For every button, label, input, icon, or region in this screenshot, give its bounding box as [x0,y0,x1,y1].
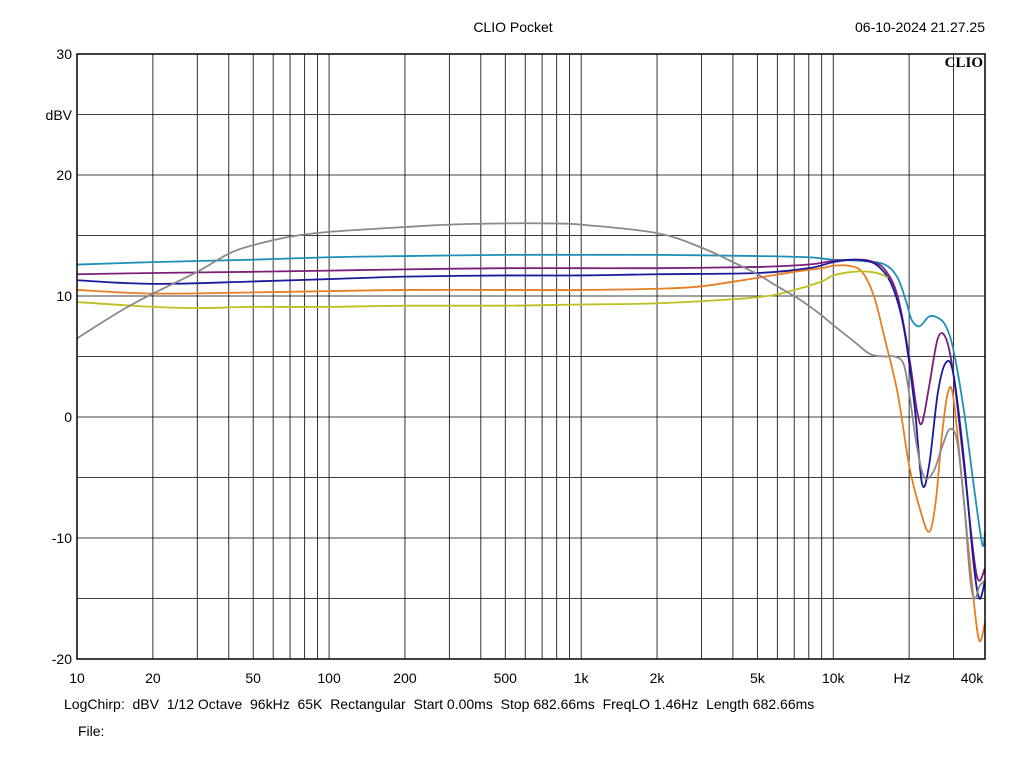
y-axis-unit-label: dBV [46,107,73,123]
series-line-1 [76,253,986,547]
y-tick-labels: 30 20 10 0 -10 -20 [52,46,72,667]
y-tick-label: 10 [56,288,72,304]
series-line-2 [76,258,986,582]
x-tick-label: 200 [393,670,417,686]
y-tick-label: -10 [52,530,72,546]
y-tick-label: -20 [52,651,72,667]
app-title: CLIO Pocket [473,19,552,35]
x-tick-label: 10k [822,670,846,686]
y-tick-label: 30 [56,46,72,62]
size-setting: 65K [297,696,323,712]
smoothing-setting: 1/12 Octave [166,696,243,712]
measurement-settings-bar: LogChirp: dBV 1/12 Octave 96kHz 65K Rect… [64,696,814,712]
plot-frame [76,53,986,660]
series-line-5 [76,270,889,309]
x-axis-unit-label: Hz [893,670,910,686]
window-setting: Rectangular [330,696,406,712]
length-setting: Length 682.66ms [706,696,815,712]
x-tick-label: 40k [961,670,985,686]
series-line-6 [76,222,986,600]
x-tick-label: 2k [650,670,666,686]
series-layer [76,222,986,643]
unit-setting: dBV [132,696,159,712]
series-line-4 [76,264,986,643]
x-tick-label: 10 [69,670,85,686]
y-tick-label: 20 [56,167,72,183]
sample-rate-setting: 96kHz [250,696,290,712]
x-tick-label: 20 [145,670,161,686]
x-tick-label: 50 [245,670,261,686]
x-tick-label: 500 [494,670,518,686]
x-tick-label: 1k [574,670,590,686]
y-tick-label: 0 [64,409,72,425]
start-setting: Start 0.00ms [413,696,493,712]
clio-logo: CLIO [945,55,983,71]
x-tick-label: 5k [750,670,766,686]
file-label: File: [78,723,105,739]
freq-lo-setting: FreqLO 1.46Hz [602,696,699,712]
chart-grid [77,54,985,659]
timestamp: 06-10-2024 21.27.25 [855,19,985,35]
series-line-3 [76,258,986,600]
x-tick-labels: 10 20 50 100 200 500 1k 2k 5k 10k 40k [69,670,984,686]
stop-setting: Stop 682.66ms [500,696,595,712]
mode-label: LogChirp: [64,696,125,712]
x-tick-label: 100 [317,670,341,686]
